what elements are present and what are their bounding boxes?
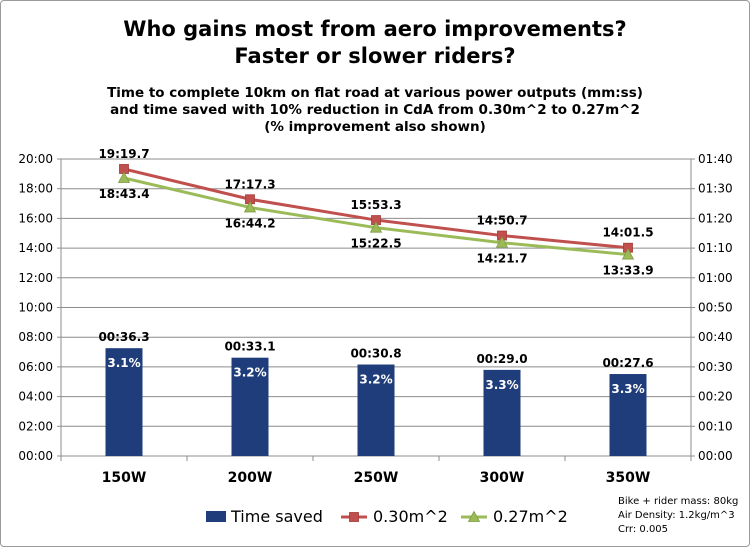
line-value-label: 13:33.9: [602, 264, 653, 278]
triangle-marker: [467, 510, 481, 522]
bar: [483, 369, 521, 456]
chart-titles: Who gains most from aero improvements? Fa…: [107, 17, 643, 135]
bar: [357, 364, 395, 456]
legend: Time saved 0.30m^2 0.27m^2: [206, 507, 568, 526]
bar: [231, 357, 269, 456]
right-tick-label: 00:40: [698, 330, 733, 344]
bar-percent-label: 3.1%: [107, 356, 140, 370]
bar-value-label: 00:36.3: [98, 330, 149, 344]
left-axis: 00:00 02:00 04:00 06:00 08:00 10:00 12:00 14:00…: [18, 152, 62, 463]
right-tick-label: 01:30: [698, 182, 733, 196]
chart-title-line: Who gains most from aero improvements?: [123, 17, 626, 41]
line-value-label: 14:50.7: [476, 214, 527, 228]
bar-series: 00:36.3 3.1% 00:33.1 3.2% 00:30.8 3.2% 00:29.0…: [98, 330, 654, 456]
line-value-label: 19:19.7: [98, 147, 149, 161]
triangle-marker: [621, 248, 635, 260]
category-label: 300W: [480, 470, 525, 486]
left-tick-label: 06:00: [18, 360, 53, 374]
right-tick-label: 00:30: [698, 360, 733, 374]
right-tick-label: 01:40: [698, 152, 733, 166]
right-tick-label: 00:10: [698, 419, 733, 433]
category-label: 200W: [228, 470, 273, 486]
left-tick-label: 08:00: [18, 330, 53, 344]
right-tick-label: 00:50: [698, 301, 733, 315]
left-tick-label: 16:00: [18, 211, 53, 225]
left-tick-label: 04:00: [18, 390, 53, 404]
chart-subtitle-line: (% improvement also shown): [264, 119, 486, 135]
note-line: Bike + rider mass: 80kg: [618, 496, 738, 507]
line-value-label: 18:43.4: [98, 187, 149, 201]
left-tick-label: 18:00: [18, 182, 53, 196]
notes: Bike + rider mass: 80kg Air Density: 1.2k…: [618, 496, 738, 535]
left-tick-label: 12:00: [18, 271, 53, 285]
triangle-marker: [369, 221, 383, 233]
note-line: Air Density: 1.2kg/m^3: [618, 510, 735, 521]
right-tick-label: 00:20: [698, 390, 733, 404]
category-labels: 150W 200W 250W 300W 350W: [102, 470, 651, 486]
right-tick-label: 01:20: [698, 211, 733, 225]
left-tick-label: 02:00: [18, 419, 53, 433]
bar-value-label: 00:27.6: [602, 356, 653, 370]
left-tick-label: 00:00: [18, 449, 53, 463]
left-tick-label: 10:00: [18, 301, 53, 315]
legend-label: 0.27m^2: [493, 507, 568, 526]
bar-value-label: 00:33.1: [224, 340, 275, 354]
square-marker: [349, 512, 359, 522]
line-series: 19:19.7 17:17.3 15:53.3 14:50.7 14:01.5 18:43…: [98, 147, 653, 278]
triangle-marker: [495, 236, 509, 248]
left-tick-label: 14:00: [18, 241, 53, 255]
line-value-label: 14:21.7: [476, 252, 527, 266]
line-value-label: 17:17.3: [224, 177, 275, 191]
line-value-label: 15:53.3: [350, 198, 401, 212]
left-tick-label: 20:00: [18, 152, 53, 166]
legend-swatch-bar: [206, 511, 226, 522]
right-tick-label: 00:00: [698, 449, 733, 463]
chart-subtitle-line: and time saved with 10% reduction in CdA…: [110, 102, 640, 118]
bar-percent-label: 3.3%: [485, 378, 518, 392]
triangle-marker: [243, 201, 257, 213]
bar: [609, 374, 647, 456]
right-tick-label: 01:00: [698, 271, 733, 285]
chart-title-line: Faster or slower riders?: [234, 44, 515, 68]
category-label: 250W: [354, 470, 399, 486]
line-value-label: 15:22.5: [350, 237, 401, 251]
note-line: Crr: 0.005: [618, 524, 668, 535]
bar: [105, 348, 143, 456]
bar-value-label: 00:29.0: [476, 352, 527, 366]
bar-percent-label: 3.3%: [611, 382, 644, 396]
right-tick-label: 01:10: [698, 241, 733, 255]
bar-percent-label: 3.2%: [233, 366, 266, 380]
category-label: 350W: [606, 470, 651, 486]
bar-percent-label: 3.2%: [359, 373, 392, 387]
line-value-label: 14:01.5: [602, 226, 653, 240]
bar-value-label: 00:30.8: [350, 347, 401, 361]
category-label: 150W: [102, 470, 147, 486]
line-value-label: 16:44.2: [224, 216, 275, 230]
legend-label: Time saved: [230, 507, 323, 526]
right-axis: 00:00 00:10 00:20 00:30 00:40 00:50 01:00 01:10…: [690, 152, 733, 463]
legend-label: 0.30m^2: [373, 507, 448, 526]
chart-subtitle-line: Time to complete 10km on flat road at va…: [107, 85, 643, 101]
triangle-marker: [117, 171, 131, 183]
